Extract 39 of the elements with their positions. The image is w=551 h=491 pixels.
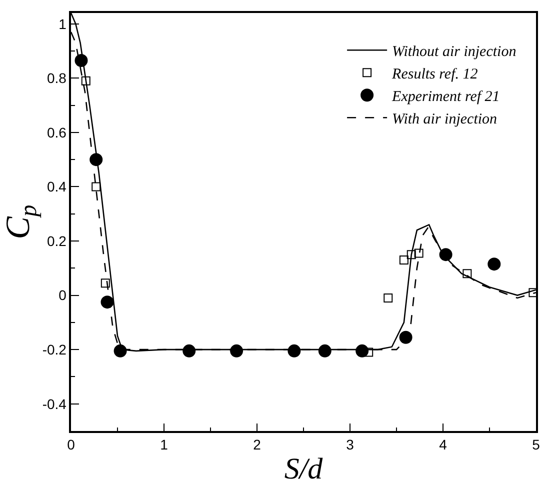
y-tick-label: 0.8 bbox=[46, 70, 67, 86]
y-tick-label: -0.2 bbox=[42, 341, 67, 358]
legend-label: Results ref. 12 bbox=[391, 66, 478, 82]
y-tick-label: -0.4 bbox=[42, 396, 67, 412]
point bbox=[288, 344, 301, 358]
point bbox=[488, 258, 501, 271]
y-tick-label: 0.2 bbox=[46, 232, 67, 249]
point bbox=[414, 248, 424, 258]
y-tick-label: 0.6 bbox=[46, 124, 67, 140]
legend-label: With air injection bbox=[392, 112, 498, 128]
point bbox=[230, 344, 244, 358]
point bbox=[462, 269, 472, 278]
point bbox=[100, 278, 110, 288]
y-tick-label: 1 bbox=[58, 16, 67, 32]
point bbox=[90, 153, 103, 166]
x-tick-label: 1 bbox=[160, 436, 168, 453]
point bbox=[318, 344, 332, 358]
point bbox=[81, 76, 90, 86]
point bbox=[439, 248, 452, 262]
y-tick-label: 0 bbox=[58, 287, 67, 304]
point bbox=[92, 182, 101, 192]
y-tick-label: 0.4 bbox=[46, 178, 67, 195]
point bbox=[182, 344, 196, 358]
x-tick-label: 4 bbox=[439, 436, 448, 453]
point bbox=[74, 54, 88, 67]
point bbox=[356, 344, 369, 358]
x-tick-label: 3 bbox=[346, 436, 354, 453]
point bbox=[384, 294, 393, 302]
point bbox=[399, 256, 408, 264]
point bbox=[114, 344, 127, 358]
legend-label: Experiment ref 21 bbox=[391, 89, 500, 105]
x-tick-label: 2 bbox=[253, 436, 262, 453]
x-tick-label: 5 bbox=[532, 436, 540, 453]
x-axis-title: S/d bbox=[284, 452, 324, 486]
point bbox=[406, 250, 416, 260]
point bbox=[399, 330, 412, 344]
point bbox=[364, 348, 374, 357]
legend-label: Without air injection bbox=[392, 44, 516, 60]
point bbox=[100, 296, 114, 309]
